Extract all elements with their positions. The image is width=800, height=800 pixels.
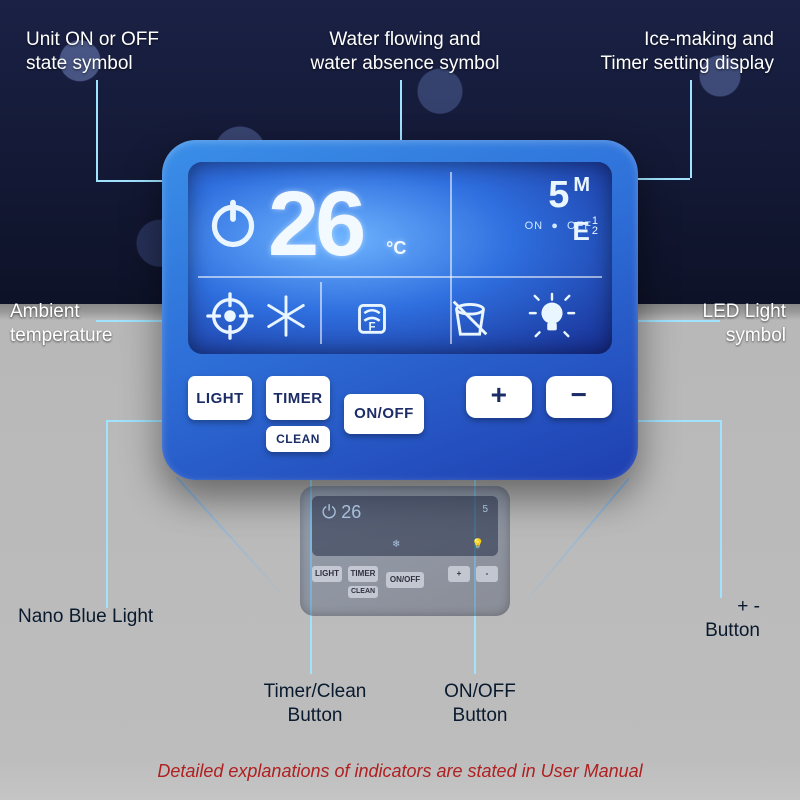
footnote: Detailed explanations of indicators are … xyxy=(0,761,800,782)
timer-value: 5M xyxy=(548,174,592,217)
power-icon xyxy=(204,194,262,252)
temp-unit: C xyxy=(386,238,406,259)
temperature-value: 26C xyxy=(268,172,362,277)
label-timer-clean-btn: Timer/CleanButton xyxy=(250,680,380,728)
temp-number: 26 xyxy=(268,173,362,275)
timer-clean-stack: TIMER CLEAN xyxy=(266,376,330,452)
leader-line xyxy=(720,420,722,598)
label-power-state: Unit ON or OFFstate symbol xyxy=(26,28,159,76)
water-absence-icon xyxy=(446,292,494,340)
mini-clean: CLEAN xyxy=(348,586,378,598)
leader-line xyxy=(96,80,98,180)
on-text: ON xyxy=(525,220,544,232)
err-letter: E xyxy=(573,216,590,246)
projection-line xyxy=(525,478,629,602)
mini-timer: TIMER xyxy=(348,566,378,582)
minus-button[interactable]: − xyxy=(546,376,612,418)
label-onoff-btn: ON/OFFButton xyxy=(420,680,540,728)
clean-button[interactable]: CLEAN xyxy=(266,426,330,452)
button-row: LIGHT TIMER CLEAN ON/OFF + − xyxy=(188,376,612,450)
led-light-icon xyxy=(528,292,576,340)
control-panel: 26C 5M ON ● OFF E12 F LIGHT TIME xyxy=(162,140,638,480)
timer-number: 5 xyxy=(548,174,571,216)
onoff-button[interactable]: ON/OFF xyxy=(344,394,424,434)
timer-button[interactable]: TIMER xyxy=(266,376,330,420)
lcd-divider xyxy=(320,282,322,344)
label-led-light: LED Lightsymbol xyxy=(703,300,786,348)
leader-line xyxy=(690,80,692,178)
light-button[interactable]: LIGHT xyxy=(188,376,252,420)
label-ambient-temp: Ambienttemperature xyxy=(10,300,112,348)
projection-line xyxy=(176,477,285,597)
label-timer-display: Ice-making andTimer setting display xyxy=(600,28,774,76)
label-plus-minus-btn: + -Button xyxy=(705,595,760,643)
timer-unit: M xyxy=(573,174,592,196)
leader-line xyxy=(106,420,108,608)
lcd-display: 26C 5M ON ● OFF E12 F xyxy=(188,162,612,354)
label-water-flow: Water flowing andwater absence symbol xyxy=(290,28,520,76)
svg-text:F: F xyxy=(368,321,375,333)
lcd-divider xyxy=(198,276,602,278)
snowflake-icon xyxy=(262,292,310,340)
err-sub: 12 xyxy=(592,216,598,236)
mini-plus: + xyxy=(448,566,470,582)
mini-lcd: ⏻ 26 5 💡 ❄ xyxy=(312,496,498,556)
error-code: E12 xyxy=(573,216,598,247)
panel-reflection: ⏻ 26 5 💡 ❄ LIGHT TIMER CLEAN ON/OFF + - xyxy=(300,486,510,616)
mini-onoff: ON/OFF xyxy=(386,572,424,588)
label-nano-blue: Nano Blue Light xyxy=(18,605,153,629)
water-flow-icon: F xyxy=(348,292,396,340)
mini-minus: - xyxy=(476,566,498,582)
mini-light: LIGHT xyxy=(312,566,342,582)
plus-button[interactable]: + xyxy=(466,376,532,418)
ambient-temp-icon xyxy=(206,292,254,340)
